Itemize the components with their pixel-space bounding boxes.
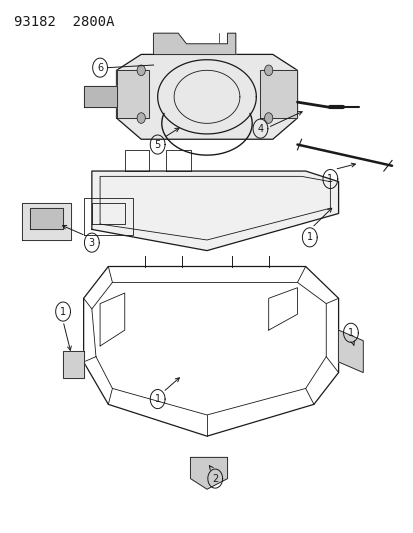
Polygon shape <box>116 54 297 139</box>
Text: 5: 5 <box>154 140 160 150</box>
Polygon shape <box>338 330 362 373</box>
Polygon shape <box>190 457 227 489</box>
Circle shape <box>264 113 272 123</box>
Circle shape <box>264 65 272 76</box>
Text: 1: 1 <box>327 174 332 184</box>
Polygon shape <box>63 351 83 378</box>
Circle shape <box>137 65 145 76</box>
Text: 1: 1 <box>60 306 66 317</box>
Polygon shape <box>22 203 71 240</box>
Text: 1: 1 <box>154 394 160 404</box>
Polygon shape <box>116 70 149 118</box>
Polygon shape <box>92 171 338 251</box>
Polygon shape <box>83 86 116 108</box>
Text: 1: 1 <box>347 328 353 338</box>
Text: 6: 6 <box>97 63 103 72</box>
Text: 1: 1 <box>306 232 312 243</box>
Text: 93182  2800A: 93182 2800A <box>14 14 114 29</box>
Polygon shape <box>153 33 235 54</box>
Text: 4: 4 <box>257 124 263 134</box>
Polygon shape <box>260 70 297 118</box>
Text: 3: 3 <box>88 238 95 248</box>
Circle shape <box>137 113 145 123</box>
Polygon shape <box>30 208 63 229</box>
Text: 2: 2 <box>211 474 218 483</box>
